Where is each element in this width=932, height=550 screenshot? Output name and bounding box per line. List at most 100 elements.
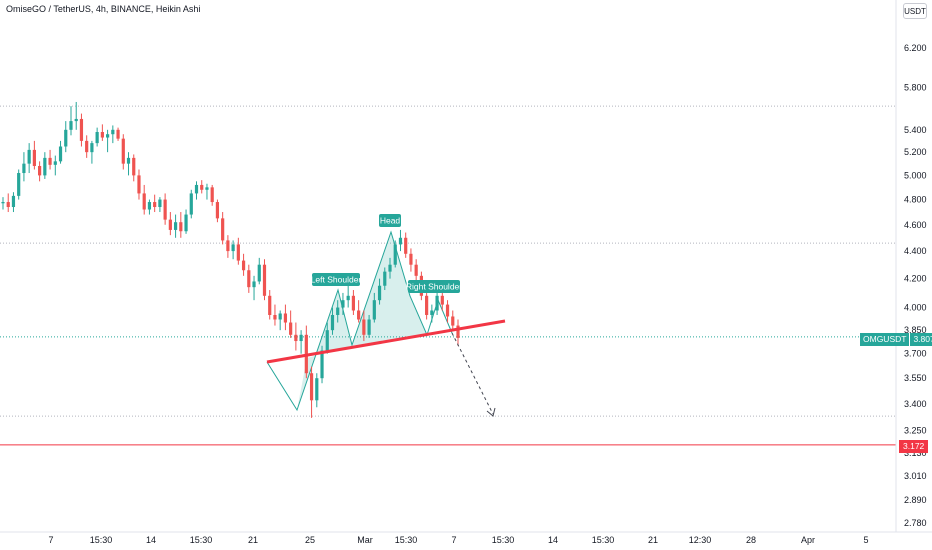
time-tick-label: 15:30 — [395, 535, 418, 545]
candle-body — [105, 134, 110, 138]
candle-body — [168, 219, 172, 230]
candle-body — [414, 264, 418, 276]
candle-body — [200, 184, 204, 190]
candle-body — [27, 149, 31, 164]
time-tick-label: 14 — [548, 535, 558, 545]
horizontal-levels — [0, 105, 896, 446]
candle-body — [409, 253, 413, 265]
candle-body — [43, 157, 47, 176]
candle-body — [247, 270, 251, 288]
candle-body — [320, 350, 324, 379]
time-tick-label: 15:30 — [190, 535, 213, 545]
candle-body — [346, 295, 350, 301]
price-tick-label: 4.200 — [904, 274, 927, 284]
candle-body — [1, 202, 5, 204]
time-tick-label: 21 — [648, 535, 658, 545]
candle-body — [283, 313, 288, 323]
candle-body — [325, 330, 329, 351]
candle-body — [294, 334, 298, 342]
neckline — [266, 319, 506, 364]
candle-body — [100, 132, 104, 138]
candle-body — [205, 187, 209, 190]
symbol-price-tag: OMGUSDT 3.807 — [860, 333, 932, 346]
candle-body — [336, 307, 340, 315]
candle-body — [6, 202, 10, 208]
price-tick-label: 4.800 — [904, 195, 927, 205]
time-tick-label: 15:30 — [492, 535, 515, 545]
candle-body — [58, 146, 63, 162]
price-tick-label: 4.400 — [904, 246, 927, 256]
time-tick-label: 14 — [146, 535, 156, 545]
candle-body — [377, 285, 382, 301]
candle-body — [121, 138, 125, 164]
candle-body — [95, 132, 99, 144]
time-tick-label: Mar — [357, 535, 373, 545]
right-shoulder-label-box — [408, 280, 460, 293]
price-tick-label: 3.250 — [904, 425, 927, 435]
candle-body — [32, 149, 36, 166]
candle-body — [38, 165, 42, 176]
candle-body — [351, 295, 356, 311]
price-tick-label: 5.400 — [904, 125, 927, 135]
candle-body — [85, 140, 89, 153]
time-tick-label: 15:30 — [90, 535, 113, 545]
support-price: 3.172 — [899, 440, 929, 453]
candle-body — [367, 319, 371, 335]
chart-title: OmiseGO / TetherUS, 4h, BINANCE, Heikin … — [6, 4, 201, 14]
time-tick-label: Apr — [801, 535, 815, 545]
price-tick-label: 3.700 — [904, 349, 927, 359]
candle-body — [173, 222, 178, 230]
pattern-outline — [266, 230, 453, 412]
candle-body — [257, 264, 261, 282]
candle-body — [278, 313, 282, 320]
candle-body — [456, 325, 460, 338]
candle-body — [153, 202, 157, 208]
right-shoulder-label: Right Shoulder — [406, 280, 462, 293]
time-axis: 7 15:30 14 15:30 21 25 Mar 15:30 7 15:30 14 15:30 21… — [0, 531, 932, 545]
candle-body — [194, 184, 199, 194]
candles — [1, 101, 460, 418]
candle-body — [142, 193, 146, 210]
candle-body — [137, 175, 141, 194]
candle-body — [315, 378, 319, 401]
candle-body — [451, 316, 455, 326]
time-tick-label: 15:30 — [592, 535, 615, 545]
candle-body — [132, 157, 136, 176]
projection-arrowhead — [486, 407, 496, 417]
candle-body — [163, 199, 167, 220]
time-tick-label: 25 — [305, 535, 315, 545]
symbol-label: OMGUSDT — [860, 333, 910, 346]
candle-body — [126, 157, 131, 164]
left-shoulder-label-box — [312, 273, 360, 286]
left-shoulder-label-text: Left Shoulder — [311, 275, 362, 285]
candle-body — [53, 161, 57, 165]
candle-body — [362, 319, 366, 335]
price-tick-label: 3.850 — [904, 325, 927, 335]
price-tick-label: 5.200 — [904, 147, 927, 157]
price-tick-label: 5.800 — [904, 82, 927, 92]
candle-body — [158, 199, 162, 208]
candle-body — [179, 222, 183, 232]
candle-body — [445, 304, 450, 317]
projection-arrow — [451, 332, 494, 415]
head-label-box — [379, 214, 401, 227]
candle-body — [372, 300, 376, 320]
currency-selector[interactable]: USDT — [903, 3, 927, 19]
right-shoulder-label-text: Right Shoulder — [406, 282, 462, 292]
time-tick-label: 7 — [451, 535, 456, 545]
candle-body — [116, 129, 120, 139]
candle-body — [357, 310, 361, 320]
candle-body — [210, 187, 214, 203]
candle-body — [289, 322, 293, 335]
time-tick-label: 28 — [746, 535, 756, 545]
candle-body — [221, 218, 225, 241]
candle-body — [388, 264, 392, 272]
candle-body — [231, 244, 235, 252]
candle-body — [393, 244, 397, 265]
candle-body — [430, 310, 434, 315]
candle-body — [404, 237, 408, 254]
candle-body — [252, 281, 256, 288]
candle-body — [147, 202, 152, 210]
candle-body — [111, 129, 115, 135]
